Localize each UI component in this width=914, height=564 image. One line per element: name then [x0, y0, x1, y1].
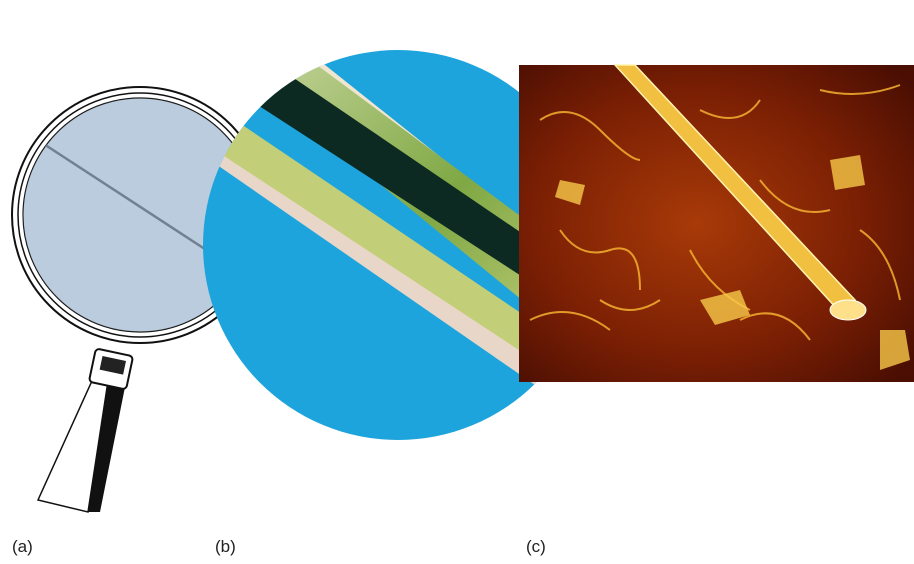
panel-label: (c) [526, 537, 546, 556]
sem-micrograph [519, 64, 914, 382]
magnifier [11, 86, 269, 513]
panel-label: (a) [12, 537, 33, 556]
panel-label: (b) [215, 537, 236, 556]
